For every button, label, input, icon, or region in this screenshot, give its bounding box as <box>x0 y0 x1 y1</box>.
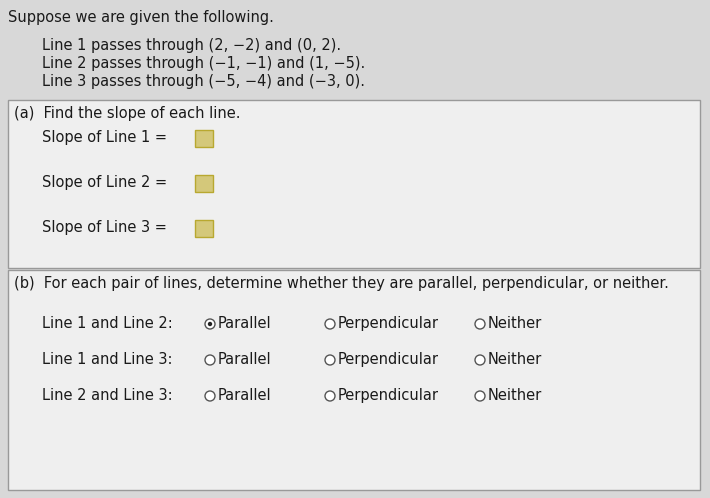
Text: Parallel: Parallel <box>218 388 272 403</box>
Text: Perpendicular: Perpendicular <box>338 316 439 331</box>
Circle shape <box>325 319 335 329</box>
Text: Perpendicular: Perpendicular <box>338 388 439 403</box>
Text: Neither: Neither <box>488 316 542 331</box>
Text: Line 2 and Line 3:: Line 2 and Line 3: <box>42 388 182 403</box>
Text: Neither: Neither <box>488 388 542 403</box>
FancyBboxPatch shape <box>195 220 213 237</box>
Circle shape <box>205 319 215 329</box>
Text: Perpendicular: Perpendicular <box>338 352 439 367</box>
Circle shape <box>475 391 485 401</box>
Text: Line 3 passes through (−5, −4) and (−3, 0).: Line 3 passes through (−5, −4) and (−3, … <box>42 74 365 89</box>
Text: Slope of Line 3 =: Slope of Line 3 = <box>42 220 172 235</box>
Text: Line 1 and Line 3:: Line 1 and Line 3: <box>42 352 182 367</box>
Text: Slope of Line 1 =: Slope of Line 1 = <box>42 130 172 145</box>
Text: Suppose we are given the following.: Suppose we are given the following. <box>8 10 274 25</box>
Circle shape <box>325 391 335 401</box>
Text: Neither: Neither <box>488 352 542 367</box>
FancyBboxPatch shape <box>195 175 213 192</box>
Circle shape <box>205 391 215 401</box>
Text: (b)  For each pair of lines, determine whether they are parallel, perpendicular,: (b) For each pair of lines, determine wh… <box>14 276 669 291</box>
Text: Parallel: Parallel <box>218 316 272 331</box>
FancyBboxPatch shape <box>195 130 213 147</box>
Circle shape <box>325 355 335 365</box>
Text: Slope of Line 2 =: Slope of Line 2 = <box>42 175 172 190</box>
Text: Line 1 passes through (2, −2) and (0, 2).: Line 1 passes through (2, −2) and (0, 2)… <box>42 38 341 53</box>
Text: Parallel: Parallel <box>218 352 272 367</box>
FancyBboxPatch shape <box>8 100 700 268</box>
Circle shape <box>475 355 485 365</box>
FancyBboxPatch shape <box>8 270 700 490</box>
Circle shape <box>205 355 215 365</box>
Text: Line 2 passes through (−1, −1) and (1, −5).: Line 2 passes through (−1, −1) and (1, −… <box>42 56 365 71</box>
Text: Line 1 and Line 2:: Line 1 and Line 2: <box>42 316 178 331</box>
Circle shape <box>475 319 485 329</box>
Text: (a)  Find the slope of each line.: (a) Find the slope of each line. <box>14 106 241 121</box>
Circle shape <box>208 322 212 326</box>
